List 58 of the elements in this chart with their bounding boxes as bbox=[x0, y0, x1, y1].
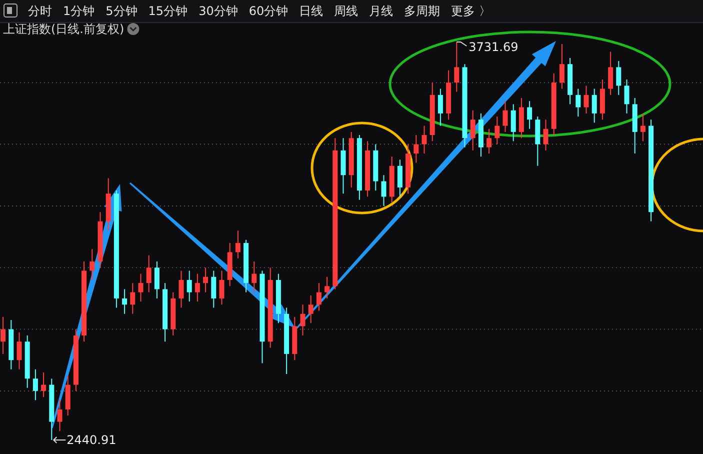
candlestick bbox=[178, 270, 184, 308]
candlestick bbox=[624, 79, 630, 114]
candlestick bbox=[219, 270, 224, 306]
candlestick bbox=[16, 332, 22, 370]
candlestick bbox=[502, 100, 508, 132]
candlestick bbox=[41, 372, 46, 398]
candlestick bbox=[90, 248, 95, 280]
candlestick bbox=[0, 316, 6, 354]
annotation: 2440.91 bbox=[66, 433, 116, 447]
candlestick bbox=[130, 282, 136, 314]
text: 月线 bbox=[369, 4, 394, 18]
candlestick bbox=[252, 260, 257, 293]
candlestick bbox=[543, 119, 548, 151]
candlestick bbox=[324, 276, 330, 299]
candlestick bbox=[640, 112, 646, 142]
text: 60分钟 bbox=[248, 4, 288, 18]
candlestick bbox=[154, 260, 160, 299]
candlestick bbox=[470, 110, 476, 151]
candlestick bbox=[203, 267, 208, 293]
text: 多周期 bbox=[404, 4, 440, 18]
text: 分时 bbox=[28, 4, 52, 18]
candlestick bbox=[592, 88, 597, 124]
candlestick bbox=[146, 254, 152, 293]
text: 周线 bbox=[334, 4, 358, 18]
candlestick bbox=[194, 273, 200, 302]
candlestick bbox=[186, 270, 192, 302]
candlestick bbox=[300, 304, 306, 336]
candlestick bbox=[559, 44, 564, 90]
candlestick bbox=[616, 60, 622, 96]
candlestick bbox=[211, 270, 216, 308]
candlestick bbox=[438, 88, 443, 126]
candlestick bbox=[422, 125, 427, 154]
annotation: 3731.69 bbox=[468, 40, 518, 54]
candlestick bbox=[454, 42, 460, 92]
candlestick bbox=[32, 368, 38, 401]
candlestick bbox=[576, 88, 581, 118]
candlestick bbox=[308, 294, 314, 324]
candlestick bbox=[608, 51, 614, 96]
candlestick bbox=[381, 174, 386, 206]
candlestick bbox=[414, 134, 419, 164]
candlestick bbox=[57, 400, 62, 432]
text: 5分钟 bbox=[106, 4, 138, 18]
candlestick bbox=[527, 100, 532, 130]
chart-title: 上证指数(日线.前复权) bbox=[3, 22, 124, 36]
candlestick bbox=[486, 128, 492, 154]
text: 15分钟 bbox=[148, 4, 188, 18]
candlestick bbox=[397, 159, 402, 198]
text: 日线 bbox=[299, 4, 324, 18]
candlestick bbox=[235, 230, 240, 259]
text: 30分钟 bbox=[198, 4, 238, 18]
candlestick bbox=[584, 85, 589, 114]
text: 1分钟 bbox=[63, 4, 95, 18]
candlestick bbox=[122, 288, 128, 314]
text: 更多 〉 bbox=[451, 4, 491, 18]
candlestick bbox=[494, 116, 500, 145]
candlestick bbox=[316, 282, 322, 312]
candlestick bbox=[510, 104, 516, 142]
candlestick bbox=[138, 273, 144, 302]
